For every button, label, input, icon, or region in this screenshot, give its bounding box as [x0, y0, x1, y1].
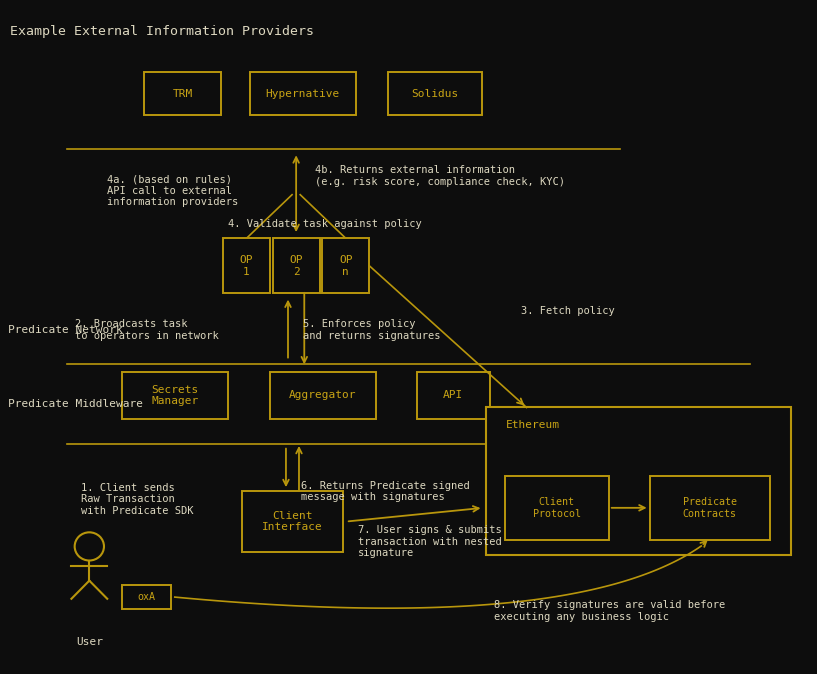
Text: API: API	[443, 390, 463, 400]
Text: 4a. (based on rules)
API call to external
information providers: 4a. (based on rules) API call to externa…	[107, 174, 239, 208]
Text: 8. Verify signatures are valid before
executing any business logic: 8. Verify signatures are valid before ex…	[494, 600, 725, 621]
Text: Solidus: Solidus	[411, 89, 458, 98]
Text: Hypernative: Hypernative	[266, 89, 340, 98]
Text: 2. Broadcasts task
to operators in network: 2. Broadcasts task to operators in netwo…	[74, 319, 218, 341]
Text: 4b. Returns external information
(e.g. risk score, compliance check, KYC): 4b. Returns external information (e.g. r…	[315, 165, 565, 187]
Text: 5. Enforces policy
and returns signatures: 5. Enforces policy and returns signature…	[302, 319, 440, 341]
Text: 1. Client sends
Raw Transaction
with Predicate SDK: 1. Client sends Raw Transaction with Pre…	[81, 483, 194, 516]
FancyBboxPatch shape	[322, 239, 369, 293]
Text: OP
1: OP 1	[239, 255, 253, 276]
Text: Aggregator: Aggregator	[289, 390, 357, 400]
Text: Ethereum: Ethereum	[507, 419, 560, 429]
Text: OP
2: OP 2	[289, 255, 303, 276]
Text: Example External Information Providers: Example External Information Providers	[10, 25, 314, 38]
FancyBboxPatch shape	[388, 72, 482, 115]
FancyBboxPatch shape	[270, 372, 376, 419]
FancyBboxPatch shape	[242, 491, 343, 552]
FancyBboxPatch shape	[144, 72, 221, 115]
Text: Secrets
Manager: Secrets Manager	[151, 385, 199, 406]
Text: Predicate
Contracts: Predicate Contracts	[683, 497, 737, 518]
Text: OP
n: OP n	[339, 255, 353, 276]
FancyBboxPatch shape	[122, 585, 171, 609]
Text: 6. Returns Predicate signed
message with signatures: 6. Returns Predicate signed message with…	[301, 481, 470, 502]
Text: 7. User signs & submits
transaction with nested
signature: 7. User signs & submits transaction with…	[358, 525, 502, 558]
Text: 4. Validate task against policy: 4. Validate task against policy	[228, 219, 422, 229]
FancyBboxPatch shape	[223, 239, 270, 293]
Text: TRM: TRM	[172, 89, 193, 98]
FancyBboxPatch shape	[417, 372, 490, 419]
Text: oxA: oxA	[137, 592, 155, 602]
Text: Predicate Network: Predicate Network	[8, 326, 123, 335]
Text: Client
Protocol: Client Protocol	[533, 497, 581, 518]
FancyBboxPatch shape	[250, 72, 355, 115]
Text: Predicate Middleware: Predicate Middleware	[8, 399, 143, 409]
FancyBboxPatch shape	[122, 372, 228, 419]
FancyBboxPatch shape	[486, 408, 791, 555]
FancyBboxPatch shape	[273, 239, 319, 293]
Text: User: User	[76, 638, 103, 648]
Text: 3. Fetch policy: 3. Fetch policy	[521, 307, 614, 317]
FancyBboxPatch shape	[505, 476, 609, 540]
FancyBboxPatch shape	[650, 476, 770, 540]
Text: Client
Interface: Client Interface	[262, 511, 323, 532]
